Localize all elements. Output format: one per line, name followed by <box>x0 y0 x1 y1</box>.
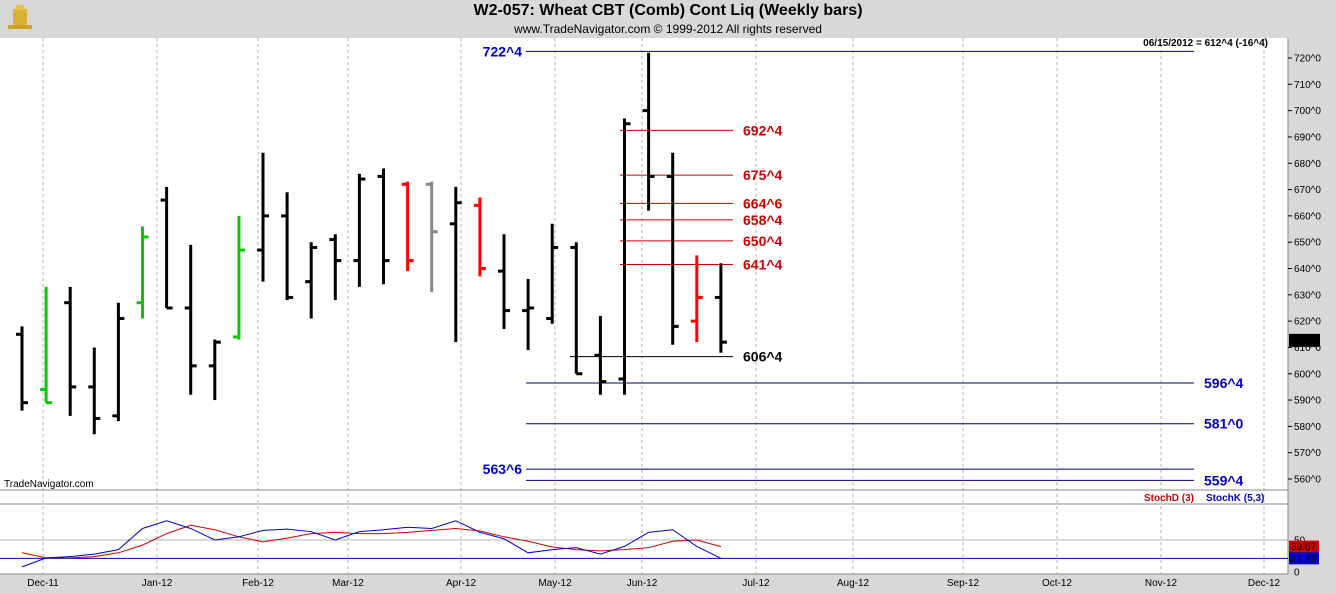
level-label: 641^4 <box>743 257 783 273</box>
stoch-y-tick-label: 0 <box>1294 568 1300 579</box>
ohlc-bar <box>642 52 655 211</box>
y-tick-label: 650^0 <box>1294 238 1321 249</box>
ohlc-bar <box>329 234 342 301</box>
stoch-last-value-label: 39.67 <box>1291 542 1316 553</box>
price-panel <box>0 38 1288 490</box>
y-tick-label: 660^0 <box>1294 211 1321 222</box>
x-tick-label: Jan-12 <box>142 578 173 589</box>
x-tick-label: Apr-12 <box>446 578 476 589</box>
ohlc-bar <box>618 118 631 395</box>
level-label: 596^4 <box>1204 375 1244 391</box>
trade-navigator-logo-icon <box>5 3 35 33</box>
stoch-last-value-box <box>1289 540 1319 553</box>
ohlc-bar <box>257 152 269 282</box>
ohlc-bar <box>377 168 390 285</box>
stoch-d-legend: StochD (3) <box>1144 493 1194 504</box>
x-tick-label: Feb-12 <box>242 578 274 589</box>
ohlc-bar <box>666 152 679 345</box>
x-tick-label: Aug-12 <box>837 578 870 589</box>
ohlc-bar <box>136 226 149 319</box>
ohlc-bar <box>594 315 607 395</box>
stoch-d-line <box>21 524 722 559</box>
level-label: 581^0 <box>1204 416 1244 432</box>
x-tick-label: Oct-12 <box>1042 578 1072 589</box>
ohlc-bar <box>353 173 366 287</box>
ohlc-bar <box>305 242 318 319</box>
y-tick-label: 570^0 <box>1294 448 1321 459</box>
ohlc-bar <box>449 186 462 343</box>
chart-title: W2-057: Wheat CBT (Comb) Cont Liq (Weekl… <box>473 2 863 19</box>
level-label: 563^6 <box>483 461 523 477</box>
ohlc-bar <box>714 263 727 353</box>
watermark: TradeNavigator.com <box>4 479 94 490</box>
ohlc-bar <box>232 215 245 340</box>
ohlc-bar <box>160 186 173 310</box>
copyright-subtitle: www.TradeNavigator.com © 1999-2012 All r… <box>514 22 822 36</box>
ohlc-bar <box>425 181 438 293</box>
level-label: 722^4 <box>483 43 523 59</box>
ohlc-bar <box>208 339 221 401</box>
ohlc-bar <box>88 347 101 435</box>
ohlc-bar <box>184 244 197 395</box>
x-tick-label: Nov-12 <box>1145 578 1178 589</box>
level-label: 559^4 <box>1204 472 1244 488</box>
y-tick-label: 680^0 <box>1294 159 1321 170</box>
level-label: 675^4 <box>743 167 783 183</box>
stoch-k-line <box>21 520 722 568</box>
y-tick-label: 580^0 <box>1294 422 1321 433</box>
y-tick-label: 620^0 <box>1294 317 1321 328</box>
y-tick-label: 560^0 <box>1294 475 1321 486</box>
last-price-info: 06/15/2012 = 612^4 (-16^4) <box>1143 38 1268 49</box>
stoch-k-legend: StochK (5,3) <box>1206 493 1264 504</box>
ohlc-bar <box>281 192 294 301</box>
last-price-label: 612^4 <box>1291 336 1318 347</box>
level-label: 658^4 <box>743 212 783 228</box>
last-price-box <box>1289 333 1320 347</box>
y-tick-label: 710^0 <box>1294 80 1321 91</box>
ohlc-bar <box>40 286 53 405</box>
x-tick-label: Sep-12 <box>947 578 980 589</box>
ohlc-bar <box>498 234 510 330</box>
chart-header: W2-057: Wheat CBT (Comb) Cont Liq (Weekl… <box>0 0 1336 38</box>
ohlc-bar <box>112 302 125 422</box>
x-tick-label: Dec-12 <box>1248 578 1281 589</box>
y-tick-label: 690^0 <box>1294 132 1321 143</box>
ohlc-bar <box>570 242 583 376</box>
x-tick-label: Jul-12 <box>742 578 770 589</box>
y-tick-label: 610^0 <box>1294 343 1321 354</box>
level-label: 692^4 <box>743 122 783 138</box>
ohlc-bar <box>16 326 28 411</box>
ohlc-bar <box>522 279 535 351</box>
level-label: 664^6 <box>743 195 783 211</box>
x-tick-label: Mar-12 <box>332 578 364 589</box>
y-tick-label: 600^0 <box>1294 369 1321 380</box>
ohlc-bar <box>64 286 77 416</box>
y-tick-label: 700^0 <box>1294 106 1321 117</box>
y-tick-label: 590^0 <box>1294 396 1321 407</box>
x-tick-label: Dec-11 <box>27 578 59 589</box>
stoch-last-value-box <box>1289 552 1319 565</box>
y-tick-label: 640^0 <box>1294 264 1321 275</box>
y-tick-label: 670^0 <box>1294 185 1321 196</box>
stoch-legend-band <box>0 490 1288 504</box>
y-tick-label: 630^0 <box>1294 290 1321 301</box>
ohlc-bar <box>401 181 414 272</box>
x-tick-label: Jun-12 <box>627 578 658 589</box>
y-tick-label: 720^0 <box>1294 54 1321 65</box>
ohlc-bar <box>546 223 559 324</box>
stoch-last-value-label: 21.32 <box>1291 554 1316 565</box>
level-label: 606^4 <box>743 349 783 365</box>
stochastic-panel <box>0 504 1288 574</box>
ohlc-bar <box>690 255 703 343</box>
ohlc-bar <box>473 197 486 277</box>
level-label: 650^4 <box>743 233 783 249</box>
x-tick-label: May-12 <box>538 578 572 589</box>
